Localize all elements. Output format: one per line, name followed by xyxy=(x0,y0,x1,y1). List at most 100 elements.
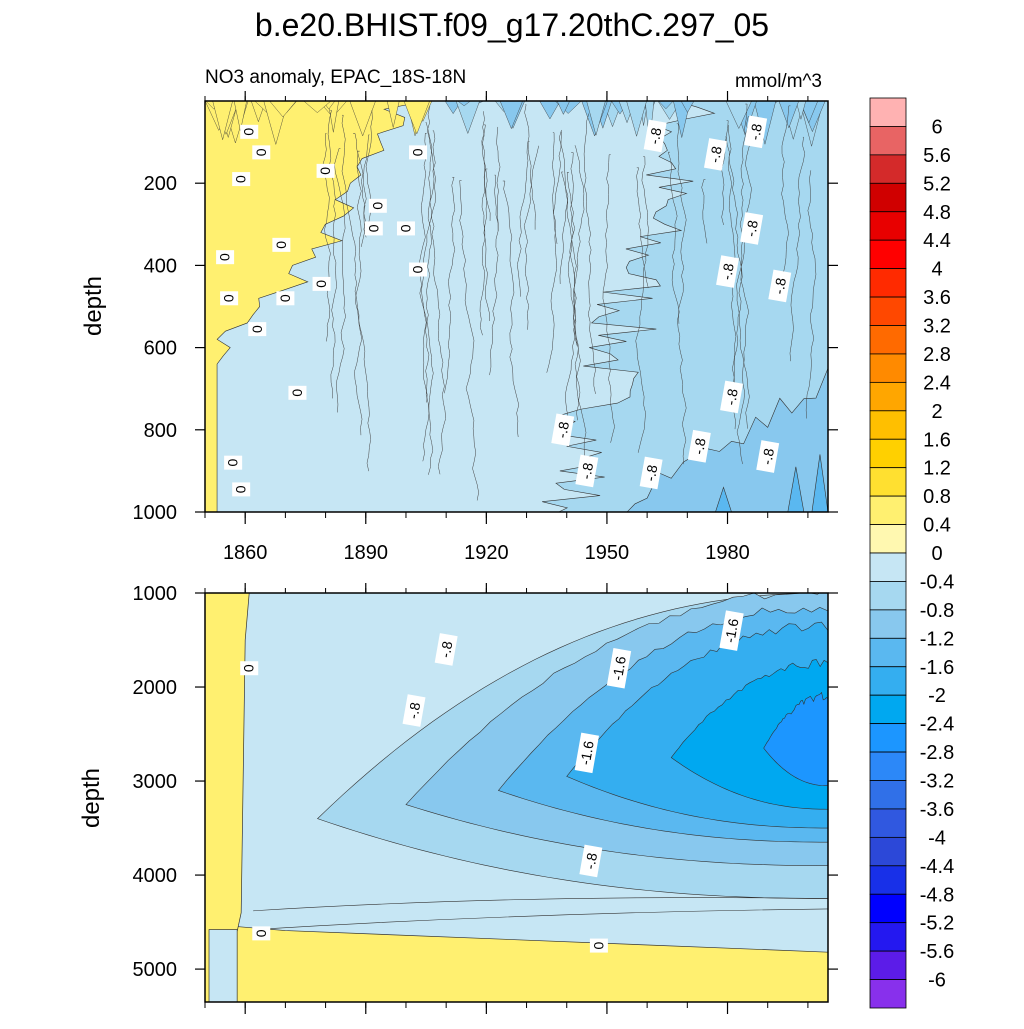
contour-label: -1.6 xyxy=(574,732,600,774)
contour-line-3 xyxy=(341,114,363,436)
chart-subtitle: NO3 anomaly, EPAC_18S-18N xyxy=(205,67,466,88)
contour-label: 0 xyxy=(409,262,428,277)
surface-streak-37 xyxy=(499,101,523,130)
y-tick-label: 3000 xyxy=(133,771,178,793)
contour-label-text: -.8 xyxy=(722,387,741,406)
colorbar-swatch xyxy=(869,893,907,924)
contour-label-bg xyxy=(224,455,243,470)
contour-label-bg xyxy=(409,145,428,160)
contour-label-text: -1.6 xyxy=(609,655,629,682)
contour-label: -.8 xyxy=(639,456,663,490)
contour-label: 0 xyxy=(396,221,415,236)
colorbar-level-label: 1.2 xyxy=(923,458,951,480)
contour-label-text: 0 xyxy=(289,389,305,397)
contour-label-bg xyxy=(716,255,739,288)
y-tick-label: 1000 xyxy=(133,583,178,605)
colorbar-swatch xyxy=(869,296,907,326)
contour-label-text: 0 xyxy=(591,942,607,950)
field-band-neg0.8-to-neg1.2 xyxy=(626,368,828,512)
surface-streak-26 xyxy=(457,101,471,107)
contour-label-bg xyxy=(364,221,383,236)
contour-label: 0 xyxy=(272,237,291,252)
contour-label-bg xyxy=(288,385,307,400)
deep-contour-line-0 xyxy=(253,908,828,930)
colorbar-level-label: 4.8 xyxy=(923,202,951,224)
contour-label: -.8 xyxy=(740,212,764,245)
colorbar-level-label: 6 xyxy=(931,116,942,138)
field-patch-left xyxy=(208,929,238,1002)
contour-line-23 xyxy=(527,141,536,230)
contour-label-bg xyxy=(276,291,295,306)
contour-line-26 xyxy=(425,122,447,475)
contour-line-38 xyxy=(483,168,490,321)
contour-line-34 xyxy=(418,133,434,462)
y-tick-label: 2000 xyxy=(133,677,178,699)
contour-line-24 xyxy=(496,126,501,231)
contour-label: 0 xyxy=(364,221,383,236)
surface-streak-4 xyxy=(349,101,376,137)
y-tick-label: 800 xyxy=(144,420,177,442)
colorbar-level-label: -0.8 xyxy=(920,600,954,622)
contour-label: -.8 xyxy=(756,440,780,473)
colorbar-level-label: 2 xyxy=(931,401,942,423)
y-tick-label: 1000 xyxy=(133,502,178,524)
upper-plot-frame xyxy=(204,100,829,513)
contour-line-41 xyxy=(489,174,499,376)
upper-contour-labels: 0 0 0 0 0 0 0 0 0 0 0 0 0 0 0 0 0 0 -.8 -.8 -.8 -.8 -.8 -.8 -.8 -… xyxy=(216,115,792,497)
y-tick-label: 200 xyxy=(144,173,177,195)
contour-label-bg xyxy=(409,262,428,277)
upper-axes: 200 400 600 800 1000 1860 1890 1920 1950 1980 xyxy=(133,91,838,564)
x-tick-label: 1860 xyxy=(223,542,268,564)
surface-streak-42 xyxy=(680,101,695,113)
contour-line-43 xyxy=(602,154,615,443)
surface-streak-45 xyxy=(725,101,752,130)
contour-label: -.8 xyxy=(744,115,768,149)
deep-contour-line-1 xyxy=(253,897,828,912)
contour-line-6 xyxy=(566,172,579,421)
contour-label-bg xyxy=(272,237,291,252)
colorbar-swatch xyxy=(869,637,907,668)
contour-label-bg xyxy=(720,380,744,414)
colorbar: 6 5.6 5.2 4.8 4.4 4 3.6 3.2 2.8 2.4 2 1.6 1.2 0.8 0.4 0… xyxy=(869,97,954,1009)
contour-label-bg xyxy=(316,163,335,178)
contour-label-bg xyxy=(232,482,251,497)
contour-label: -.8 xyxy=(687,429,711,463)
contour-label: 0 xyxy=(248,322,267,337)
contour-line-20 xyxy=(425,130,436,475)
field-band-positive xyxy=(205,101,427,512)
contour-label-text: -.8 xyxy=(742,219,761,238)
contour-label: -.8 xyxy=(402,694,426,727)
contour-label-text: 0 xyxy=(253,929,269,937)
field-spike-2 xyxy=(811,454,828,512)
contour-label-text: -.8 xyxy=(746,122,765,141)
contour-label-text: -.8 xyxy=(770,276,789,295)
surface-streak-52 xyxy=(303,101,332,113)
contour-line-22 xyxy=(353,133,367,238)
contour-label-text: -.8 xyxy=(578,461,597,480)
contour-line-44 xyxy=(481,124,491,221)
colorbar-level-label: 1.6 xyxy=(923,429,951,451)
colorbar-level-label: 2.4 xyxy=(923,372,951,394)
surface-streak-59 xyxy=(556,101,570,115)
contour-label-bg xyxy=(579,844,603,878)
contour-label: 0 xyxy=(216,250,235,265)
colorbar-level-label: -5.2 xyxy=(920,913,954,935)
contour-line-42 xyxy=(667,151,687,465)
contour-label-bg xyxy=(639,456,663,490)
contour-label-text: -.8 xyxy=(718,262,737,281)
contour-label: 0 xyxy=(232,482,251,497)
field-band-5 xyxy=(763,691,828,787)
contour-label-text: 0 xyxy=(410,148,426,156)
colorbar-level-label: -2.4 xyxy=(920,714,954,736)
colorbar-level-label: -1.6 xyxy=(920,657,954,679)
contour-label: 0 xyxy=(220,291,239,306)
colorbar-swatch xyxy=(869,239,907,270)
contour-label-bg xyxy=(575,454,599,488)
contour-label: -.8 xyxy=(768,269,792,303)
colorbar-swatch xyxy=(869,609,907,639)
surface-streak-54 xyxy=(212,101,233,140)
contour-label-text: -.8 xyxy=(690,437,709,456)
contour-label-text: -.8 xyxy=(706,145,725,164)
colorbar-swatch xyxy=(869,353,907,383)
